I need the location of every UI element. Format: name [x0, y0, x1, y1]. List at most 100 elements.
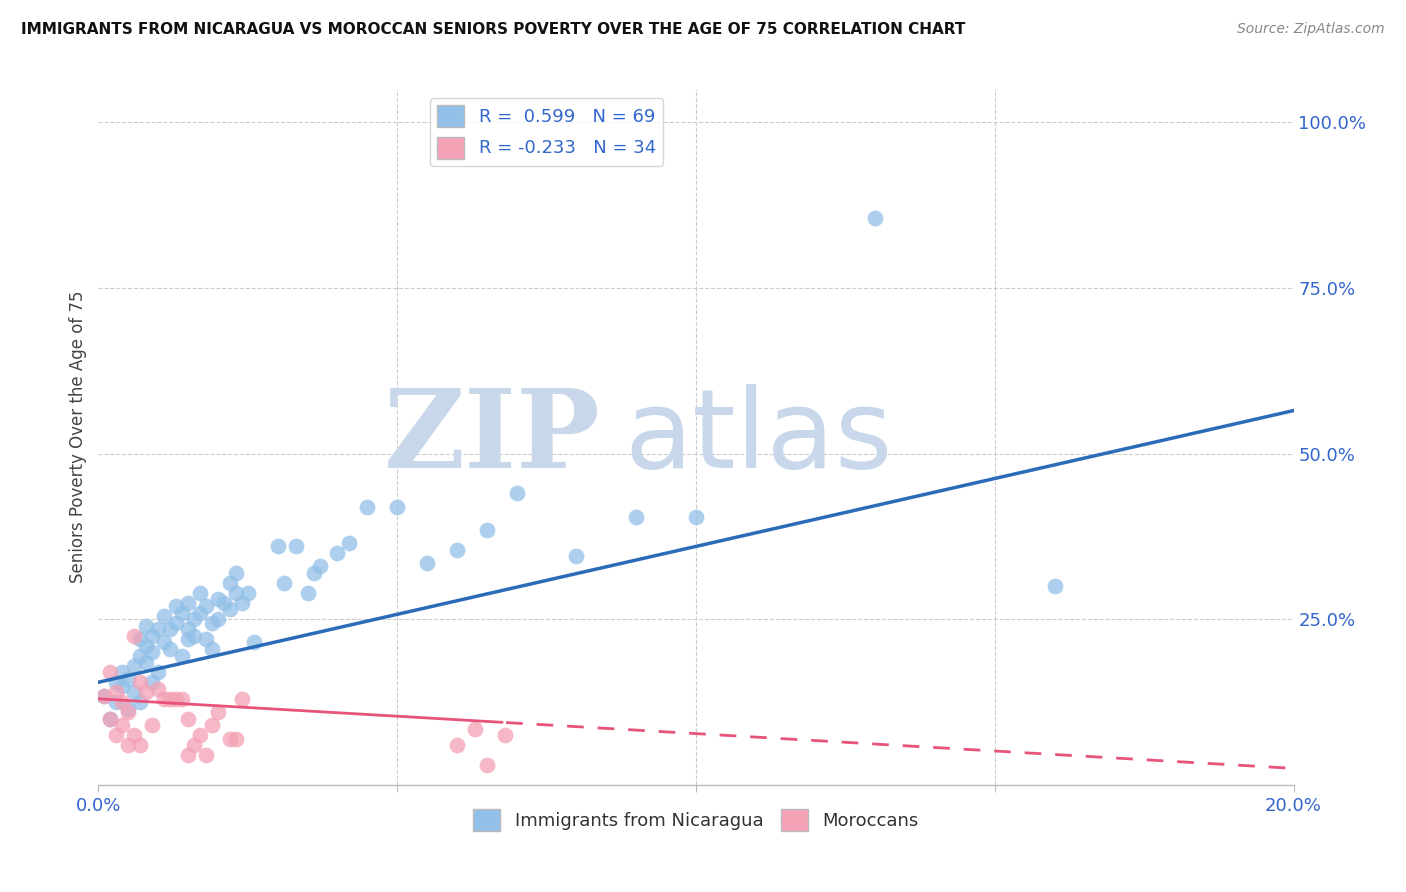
Point	[188, 606, 211, 620]
Point	[172, 691, 194, 706]
Point	[464, 722, 486, 736]
Point	[124, 658, 146, 673]
Point	[188, 586, 211, 600]
Point	[219, 575, 242, 590]
Point	[1043, 579, 1066, 593]
Legend: Immigrants from Nicaragua, Moroccans: Immigrants from Nicaragua, Moroccans	[465, 802, 927, 838]
Point	[141, 718, 163, 732]
Point	[183, 629, 205, 643]
Point	[129, 695, 152, 709]
Point	[195, 632, 218, 647]
Point	[117, 702, 139, 716]
Point	[284, 540, 307, 554]
Point	[159, 622, 181, 636]
Point	[172, 606, 194, 620]
Point	[159, 691, 181, 706]
Point	[177, 712, 200, 726]
Point	[177, 596, 200, 610]
Point	[236, 586, 259, 600]
Point	[183, 612, 205, 626]
Point	[141, 675, 163, 690]
Point	[135, 639, 157, 653]
Point	[111, 665, 134, 680]
Point	[111, 695, 134, 709]
Text: Source: ZipAtlas.com: Source: ZipAtlas.com	[1237, 22, 1385, 37]
Point	[124, 629, 146, 643]
Point	[225, 586, 247, 600]
Point	[212, 596, 235, 610]
Point	[207, 592, 229, 607]
Y-axis label: Seniors Poverty Over the Age of 75: Seniors Poverty Over the Age of 75	[69, 291, 87, 583]
Point	[153, 691, 176, 706]
Point	[111, 679, 134, 693]
Point	[302, 566, 325, 580]
Point	[626, 509, 648, 524]
Point	[865, 211, 887, 226]
Point	[129, 632, 152, 647]
Point	[201, 642, 224, 657]
Point	[231, 596, 253, 610]
Point	[267, 540, 290, 554]
Point	[225, 566, 247, 580]
Point	[177, 748, 200, 763]
Point	[105, 695, 128, 709]
Point	[117, 672, 139, 686]
Point	[219, 602, 242, 616]
Point	[243, 635, 266, 649]
Point	[177, 622, 200, 636]
Point	[195, 748, 218, 763]
Point	[148, 622, 170, 636]
Point	[183, 738, 205, 752]
Point	[475, 758, 498, 772]
Point	[135, 619, 157, 633]
Point	[148, 681, 170, 696]
Point	[172, 648, 194, 663]
Point	[207, 705, 229, 719]
Point	[98, 665, 122, 680]
Point	[201, 718, 224, 732]
Point	[141, 629, 163, 643]
Point	[201, 615, 224, 630]
Point	[225, 731, 247, 746]
Point	[117, 705, 139, 719]
Point	[159, 642, 181, 657]
Point	[117, 738, 139, 752]
Point	[219, 731, 242, 746]
Point	[129, 675, 152, 690]
Point	[339, 536, 361, 550]
Point	[165, 615, 187, 630]
Point	[111, 718, 134, 732]
Point	[494, 728, 516, 742]
Point	[129, 648, 152, 663]
Point	[135, 656, 157, 670]
Point	[195, 599, 218, 613]
Point	[124, 728, 146, 742]
Point	[207, 612, 229, 626]
Point	[506, 486, 529, 500]
Point	[416, 556, 439, 570]
Point	[475, 523, 498, 537]
Point	[685, 509, 707, 524]
Text: atlas: atlas	[624, 384, 893, 491]
Point	[326, 546, 349, 560]
Point	[165, 599, 187, 613]
Text: ZIP: ZIP	[384, 384, 600, 491]
Point	[93, 689, 115, 703]
Point	[124, 685, 146, 699]
Point	[308, 559, 330, 574]
Point	[141, 645, 163, 659]
Point	[105, 685, 128, 699]
Point	[153, 635, 176, 649]
Point	[273, 575, 295, 590]
Point	[231, 691, 253, 706]
Point	[188, 728, 211, 742]
Point	[98, 712, 122, 726]
Point	[165, 691, 187, 706]
Point	[565, 549, 588, 564]
Point	[356, 500, 378, 514]
Point	[129, 738, 152, 752]
Point	[98, 712, 122, 726]
Point	[385, 500, 409, 514]
Point	[153, 609, 176, 624]
Point	[446, 542, 468, 557]
